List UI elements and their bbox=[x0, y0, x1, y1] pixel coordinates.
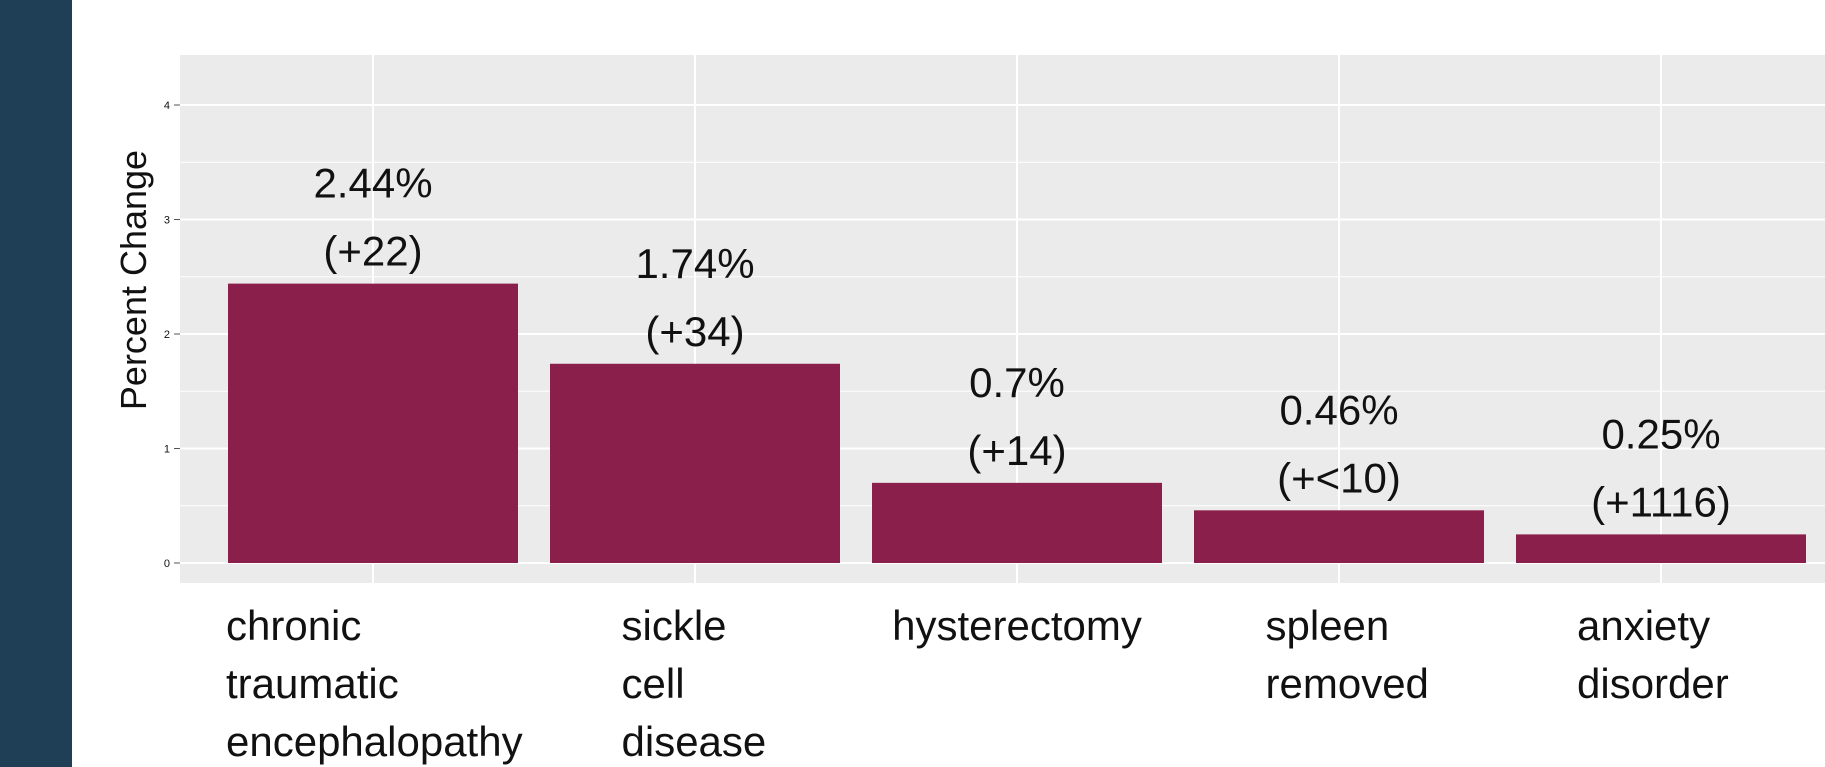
y-axis-title: Percent Change bbox=[113, 150, 154, 410]
y-tick-label: 0 bbox=[164, 558, 170, 570]
bar bbox=[1516, 534, 1806, 563]
data-label-percent: 0.7% bbox=[969, 359, 1065, 406]
x-category-label: removed bbox=[1266, 660, 1429, 707]
data-label-percent: 0.25% bbox=[1601, 410, 1720, 457]
y-tick-label: 1 bbox=[164, 444, 170, 456]
x-category-label: disease bbox=[622, 718, 767, 765]
x-category-label: disorder bbox=[1577, 660, 1729, 707]
data-label-percent: 1.74% bbox=[635, 240, 754, 287]
bar bbox=[228, 283, 518, 563]
x-category-label: traumatic bbox=[226, 660, 399, 707]
x-category-label: chronic bbox=[226, 602, 361, 649]
data-labels: 2.44% (+22) 1.74% (+34) 0.7% (+14) 0.46% (+<10)… bbox=[313, 160, 1730, 526]
data-label-count: (+34) bbox=[645, 308, 744, 355]
y-tick-label: 3 bbox=[164, 215, 170, 227]
x-category-label: cell bbox=[622, 660, 685, 707]
y-tick-label: 4 bbox=[164, 100, 170, 112]
x-category-label: spleen bbox=[1266, 602, 1390, 649]
bar bbox=[1194, 510, 1484, 563]
data-label-percent: 2.44% bbox=[313, 160, 432, 207]
data-label-count: (+22) bbox=[323, 228, 422, 275]
data-label-count: (+<10) bbox=[1277, 454, 1401, 501]
x-category-label: encephalopathy bbox=[226, 718, 523, 765]
x-category-label: anxiety bbox=[1577, 602, 1710, 649]
data-label-count: (+1116) bbox=[1591, 478, 1731, 525]
y-tick-label: 2 bbox=[164, 329, 170, 341]
x-axis: chronic traumatic encephalopathy sickle cell… bbox=[226, 602, 1729, 765]
bar bbox=[872, 482, 1162, 563]
sidebar-band bbox=[0, 0, 72, 767]
x-category-label: hysterectomy bbox=[892, 602, 1142, 649]
bars bbox=[228, 283, 1806, 563]
x-category-label: sickle bbox=[622, 602, 727, 649]
data-label-count: (+14) bbox=[967, 427, 1066, 474]
data-label-percent: 0.46% bbox=[1279, 386, 1398, 433]
y-axis: 0 1 2 3 4 bbox=[164, 100, 180, 570]
bar bbox=[550, 363, 840, 563]
